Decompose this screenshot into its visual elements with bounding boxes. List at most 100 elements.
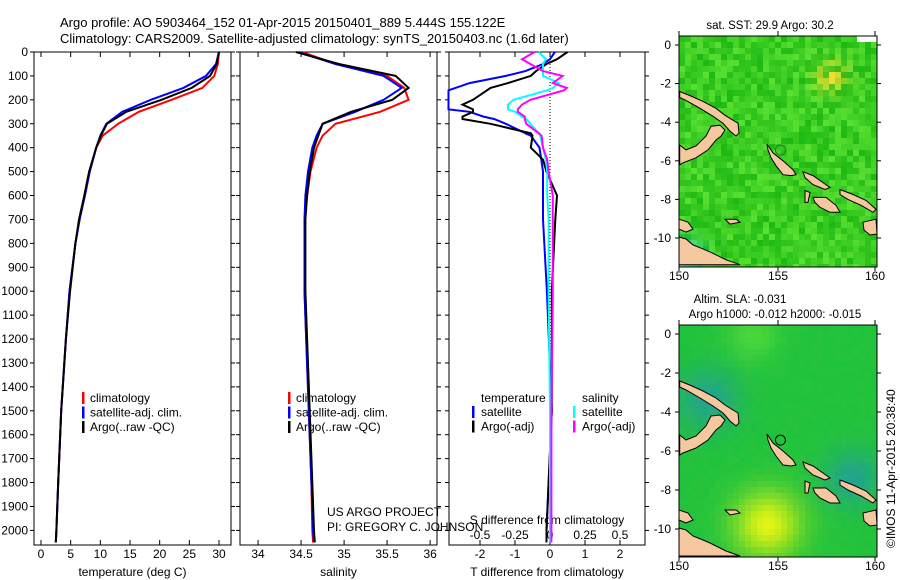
map-cell xyxy=(691,72,697,78)
map-cell xyxy=(775,553,781,557)
map-cell xyxy=(859,367,865,373)
map-cell xyxy=(679,114,685,120)
map-cell xyxy=(745,48,751,54)
map-cell xyxy=(829,523,835,529)
map-cell xyxy=(841,337,847,343)
map-cell xyxy=(859,126,865,132)
map-cell xyxy=(727,391,733,397)
map-cell xyxy=(691,66,697,72)
map-cell xyxy=(865,186,871,192)
map-cell xyxy=(811,156,817,162)
map-cell xyxy=(757,222,763,228)
map-cell xyxy=(721,517,727,523)
map-cell xyxy=(703,84,709,90)
map-cell xyxy=(733,150,739,156)
map-cell xyxy=(691,264,697,267)
map-cell xyxy=(817,96,823,102)
land-mass xyxy=(862,509,878,527)
map-cell xyxy=(715,216,721,222)
map-cell xyxy=(703,379,709,385)
map-cell xyxy=(781,337,787,343)
map-cell xyxy=(847,553,853,557)
map-cell xyxy=(799,355,805,361)
map-cell xyxy=(691,427,697,433)
map-cell xyxy=(745,481,751,487)
map-cell xyxy=(739,174,745,180)
map-cell xyxy=(715,168,721,174)
map-cell xyxy=(739,481,745,487)
map-cell xyxy=(817,367,823,373)
map-cell xyxy=(745,505,751,511)
map-cell xyxy=(751,96,757,102)
y-tick-label: 1000 xyxy=(1,284,28,298)
map-cell xyxy=(697,48,703,54)
map-cell xyxy=(853,463,859,469)
map-cell xyxy=(799,517,805,523)
map-cell xyxy=(859,379,865,385)
map-cell xyxy=(847,427,853,433)
map-cell xyxy=(841,84,847,90)
map-cell xyxy=(745,132,751,138)
map-cell xyxy=(841,216,847,222)
map-cell xyxy=(763,216,769,222)
map-cell xyxy=(745,343,751,349)
map-cell xyxy=(859,144,865,150)
map-cell xyxy=(859,427,865,433)
map-cell xyxy=(763,66,769,72)
map-cell xyxy=(757,96,763,102)
map-cell xyxy=(817,138,823,144)
map-cell xyxy=(727,240,733,246)
map-cell xyxy=(769,421,775,427)
map-cell xyxy=(817,463,823,469)
map-cell xyxy=(733,391,739,397)
map-cell xyxy=(853,505,859,511)
map-cell xyxy=(811,204,817,210)
map-cell xyxy=(703,48,709,54)
map-cell xyxy=(721,487,727,493)
map-cell xyxy=(853,66,859,72)
map-cell xyxy=(679,48,685,54)
map-cell xyxy=(721,90,727,96)
map-cell xyxy=(817,523,823,529)
map-cell xyxy=(859,252,865,258)
map-cell xyxy=(721,48,727,54)
map-cell xyxy=(805,264,811,267)
land-mass xyxy=(802,461,832,481)
map-cell xyxy=(739,114,745,120)
map-cell xyxy=(835,102,841,108)
map-cell xyxy=(823,409,829,415)
map-cell xyxy=(751,246,757,252)
map-cell xyxy=(709,42,715,48)
map-cell xyxy=(811,403,817,409)
map-cell xyxy=(859,222,865,228)
map-cell xyxy=(865,192,871,198)
map-cell xyxy=(811,168,817,174)
map-cell xyxy=(727,547,733,553)
map-cell xyxy=(709,210,715,216)
map-cell xyxy=(865,481,871,487)
map-cell xyxy=(871,246,877,252)
map-cell xyxy=(721,168,727,174)
map-cell xyxy=(865,433,871,439)
map-cell xyxy=(835,379,841,385)
map-cell xyxy=(853,162,859,168)
map-cell xyxy=(805,493,811,499)
map-cell xyxy=(769,132,775,138)
map-cell xyxy=(835,114,841,120)
map-cell xyxy=(859,445,865,451)
map-cell xyxy=(685,132,691,138)
map-cell xyxy=(733,475,739,481)
map-cell xyxy=(805,252,811,258)
map-cell xyxy=(715,535,721,541)
map-cell xyxy=(757,457,763,463)
map-cell xyxy=(793,415,799,421)
map-cell xyxy=(733,367,739,373)
map-cell xyxy=(835,433,841,439)
map-cell xyxy=(727,210,733,216)
lat-tick-label: -2 xyxy=(660,77,671,91)
map-cell xyxy=(829,343,835,349)
map-cell xyxy=(709,385,715,391)
map-cell xyxy=(697,216,703,222)
map-cell xyxy=(733,78,739,84)
map-cell xyxy=(745,451,751,457)
